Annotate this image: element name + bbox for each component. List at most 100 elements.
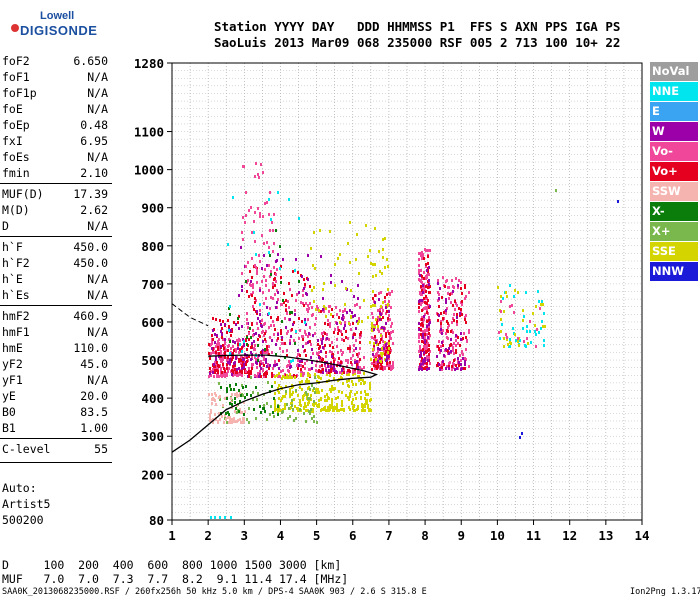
data-point-sse — [277, 410, 279, 413]
data-point-voplus — [280, 332, 282, 335]
data-point-voplus — [378, 355, 380, 358]
data-point-voplus — [318, 369, 320, 372]
data-point-w — [265, 358, 267, 361]
data-point-voplus — [330, 370, 332, 373]
data-point-voplus — [246, 360, 248, 363]
data-point-w — [378, 298, 380, 301]
data-point-vominus — [461, 303, 463, 306]
data-point-vominus — [468, 331, 470, 334]
data-point-w — [458, 361, 460, 364]
data-point-vominus — [240, 362, 242, 365]
param-row-foep: foEp 0.48 — [2, 118, 110, 134]
data-point-vominus — [423, 318, 425, 321]
param-row-he: h`E N/A — [2, 272, 110, 288]
data-point-voplus — [216, 361, 218, 364]
data-point-w — [282, 258, 284, 261]
param-row-ye: yE 20.0 — [2, 389, 110, 405]
data-point-voplus — [441, 296, 443, 299]
data-point-vominus — [289, 362, 291, 365]
x-tick-label: 10 — [490, 528, 505, 543]
data-point-w — [423, 351, 425, 354]
y-tick-label: 900 — [141, 201, 164, 216]
data-point-w — [460, 332, 462, 335]
data-point-xminus — [250, 336, 252, 339]
data-point-sse — [514, 333, 516, 336]
data-point-voplus — [353, 333, 355, 336]
data-point-xplus — [248, 407, 250, 410]
data-point-w — [460, 363, 462, 366]
x-tick-label: 12 — [562, 528, 577, 543]
data-point-voplus — [330, 368, 332, 371]
data-point-nnw — [519, 436, 521, 439]
data-point-vominus — [425, 277, 427, 280]
data-point-vominus — [243, 165, 245, 168]
data-point-vominus — [427, 249, 429, 252]
data-point-sse — [289, 392, 291, 395]
data-point-voplus — [424, 333, 426, 336]
data-point-voplus — [347, 347, 349, 350]
data-point-w — [355, 347, 357, 350]
data-point-w — [241, 367, 243, 370]
data-point-voplus — [338, 357, 340, 360]
data-point-ssw — [208, 393, 210, 396]
data-point-voplus — [456, 313, 458, 316]
data-point-voplus — [211, 334, 213, 337]
data-point-w — [235, 357, 237, 360]
data-point-xplus — [287, 417, 289, 420]
data-point-sse — [382, 238, 384, 241]
data-point-w — [275, 343, 277, 346]
data-point-voplus — [268, 367, 270, 370]
data-point-voplus — [388, 340, 390, 343]
data-point-xplus — [313, 400, 315, 403]
data-point-w — [379, 318, 381, 321]
data-point-sse — [369, 408, 371, 411]
data-point-nne — [524, 344, 526, 347]
data-point-sse — [380, 360, 382, 363]
legend-item-vominus: Vo- — [650, 142, 698, 161]
data-point-xminus — [244, 396, 246, 399]
data-point-vominus — [265, 284, 267, 287]
data-point-vominus — [426, 327, 428, 330]
data-point-vominus — [453, 286, 455, 289]
data-point-nne — [512, 327, 514, 330]
data-point-sse — [377, 325, 379, 328]
data-point-vominus — [237, 345, 239, 348]
data-point-w — [445, 367, 447, 370]
data-point-voplus — [222, 344, 224, 347]
data-point-w — [320, 255, 322, 258]
data-point-vominus — [309, 326, 311, 329]
data-point-vominus — [465, 348, 467, 351]
param-value: 55 — [94, 442, 108, 456]
data-point-w — [379, 348, 381, 351]
data-point-xminus — [281, 320, 283, 323]
data-point-w — [301, 275, 303, 278]
data-point-vominus — [269, 336, 271, 339]
data-point-xplus — [307, 397, 309, 400]
data-point-w — [330, 281, 332, 284]
data-point-vominus — [425, 306, 427, 309]
data-point-voplus — [464, 284, 466, 287]
param-value: N/A — [87, 373, 108, 387]
data-point-xminus — [257, 344, 259, 347]
data-point-vominus — [314, 323, 316, 326]
data-point-xplus — [306, 393, 308, 396]
data-point-w — [233, 362, 235, 365]
data-point-voplus — [352, 322, 354, 325]
data-point-nne — [253, 231, 255, 234]
data-point-vominus — [307, 335, 309, 338]
data-point-voplus — [233, 321, 235, 324]
legend-item-e: E — [650, 102, 698, 121]
data-point-vominus — [418, 336, 420, 339]
data-point-xplus — [293, 419, 295, 422]
data-point-vominus — [263, 375, 265, 378]
data-point-vominus — [381, 358, 383, 361]
data-point-xminus — [229, 384, 231, 387]
data-point-xminus — [231, 403, 233, 406]
data-point-vominus — [226, 359, 228, 362]
digisonde-logo: Lowell DIGISONDE — [6, 8, 97, 44]
x-tick-label: 13 — [598, 528, 613, 543]
data-point-voplus — [386, 362, 388, 365]
data-point-sse — [369, 387, 371, 390]
data-point-nne — [294, 269, 296, 272]
data-point-vominus — [392, 342, 394, 345]
